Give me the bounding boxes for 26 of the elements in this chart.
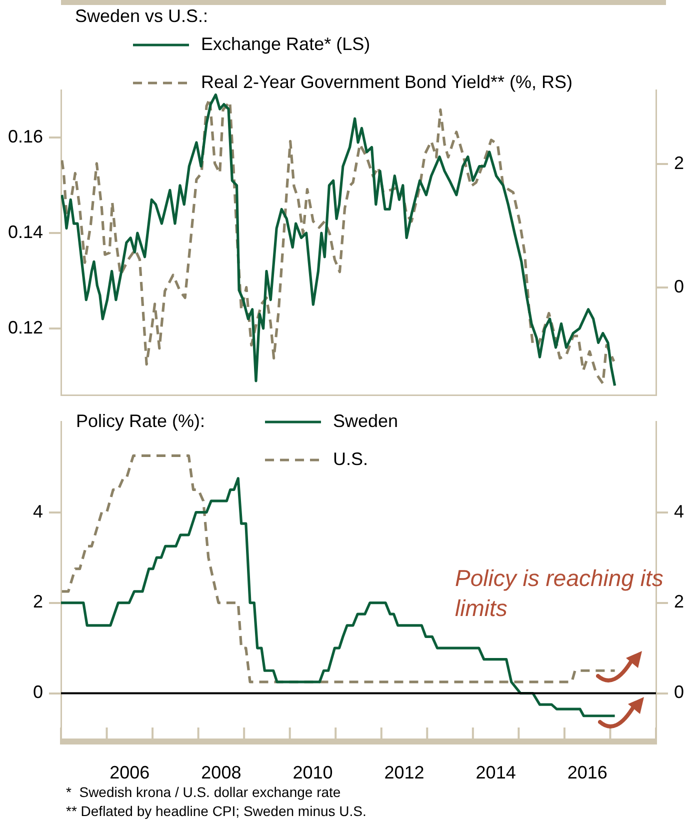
y-tick-label: 0 <box>32 682 43 702</box>
legend-label: U.S. <box>333 449 368 470</box>
text: * Swedish krona / U.S. dollar exchange rate <box>66 784 341 800</box>
y2-tick-label: 2 <box>674 592 684 612</box>
x-tick-label: 2006 <box>110 762 150 782</box>
y-tick-label: 2 <box>32 592 43 612</box>
y-tick-label: 4 <box>32 501 43 522</box>
legend-label: Exchange Rate* (LS) <box>201 34 370 55</box>
annotation: Policy is reaching its limits <box>455 564 664 623</box>
y2-tick-label: 0 <box>674 682 684 702</box>
x-tick-label: 2010 <box>292 762 333 782</box>
legend-label: Real 2-Year Government Bond Yield** (%, RS) <box>201 72 573 93</box>
y2-tick-label: 0 <box>674 276 684 296</box>
y-tick-label: 0.12 <box>8 317 43 338</box>
x-tick-label: 2014 <box>476 762 516 782</box>
y-tick-label: 0.14 <box>8 222 43 242</box>
y-tick-label: 0.16 <box>8 126 43 147</box>
legend-label: Sweden <box>333 411 398 432</box>
legend-title: Policy Rate (%): <box>76 411 206 432</box>
x-tick-label: 2012 <box>384 762 424 782</box>
y2-tick-label: 2 <box>674 152 684 173</box>
x-tick-label: 2008 <box>201 762 242 782</box>
legend-title: Sweden vs U.S.: <box>75 6 208 27</box>
x-tick-label: 2016 <box>567 762 608 782</box>
text: ** Deflated by headline CPI; Sweden minus U.S. <box>66 803 366 819</box>
y2-tick-label: 4 <box>674 501 684 522</box>
